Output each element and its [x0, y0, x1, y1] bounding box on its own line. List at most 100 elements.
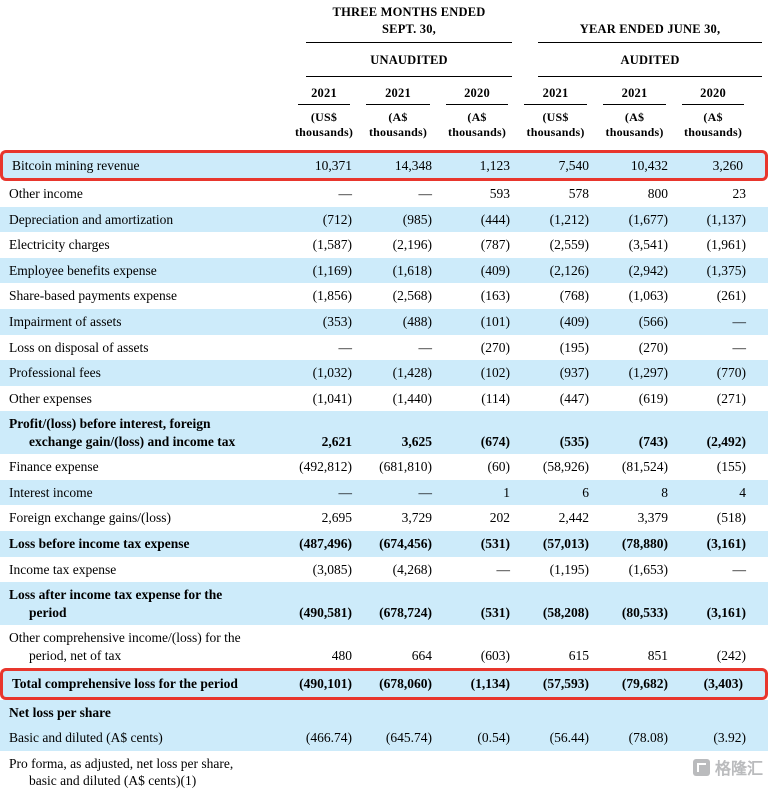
header-spacer [0, 0, 290, 43]
row-label: Profit/(loss) before interest, foreign e… [0, 411, 290, 455]
unit-column-header: (US$ thousands) [294, 109, 354, 139]
cell-value: 8 [595, 479, 675, 506]
cell-value: (3,541) [628, 237, 669, 253]
cell-value [674, 699, 768, 726]
cell-value: (409) [516, 309, 596, 335]
row-label: Bitcoin mining revenue [0, 149, 290, 182]
cell-value: — [418, 339, 433, 355]
unit-column-header: (A$ thousands) [684, 109, 743, 139]
cell-value: 23 [732, 186, 747, 202]
cell-value: — [496, 561, 511, 577]
cell-value: (743) [595, 411, 675, 455]
cell-value: (3,403) [674, 668, 768, 700]
table-row: Profit/(loss) before interest, foreign e… [0, 411, 768, 455]
row-label: Interest income [0, 479, 290, 506]
cell-value: (1,856) [312, 288, 352, 304]
row-label: Employee benefits expense [0, 257, 290, 284]
cell-value: (531) [438, 530, 517, 557]
cell-value: 3,379 [637, 510, 669, 526]
cell-value: (1,137) [674, 206, 768, 233]
cell-value: (155) [716, 459, 747, 475]
cell-value: (619) [638, 390, 669, 406]
cell-value: (1,297) [595, 360, 675, 386]
row-label-text: Electricity charges [9, 237, 110, 253]
cell-value: — [358, 479, 438, 506]
cell-value: (645.74) [358, 725, 438, 751]
cell-value: (678,060) [358, 668, 438, 700]
row-label-text: Interest income [9, 484, 93, 500]
row-label: Professional fees [0, 360, 290, 386]
period-group-year-ended: YEAR ENDED JUNE 30, [516, 0, 768, 43]
cell-value: — [338, 339, 353, 355]
cell-value: (770) [674, 360, 768, 386]
row-label-text: Loss on disposal of assets [9, 339, 149, 355]
year-column-header: 2021 [516, 77, 595, 105]
cell-value: (3,161) [674, 530, 768, 557]
cell-value: (3,161) [674, 582, 768, 626]
cell-value: (57,013) [516, 530, 596, 557]
cell-value: — [290, 479, 358, 506]
cell-value: (447) [559, 390, 590, 406]
unaudited-label: UNAUDITED [370, 52, 448, 67]
cell-value: (261) [716, 288, 747, 304]
unit-column-header: (A$ thousands) [368, 109, 428, 139]
cell-value: 3,260 [674, 149, 768, 182]
cell-value: (409) [438, 257, 517, 284]
row-label: Loss on disposal of assets [0, 335, 290, 361]
cell-value [438, 751, 516, 794]
cell-value: 851 [647, 647, 669, 663]
cell-value: (78.08) [595, 725, 675, 751]
cell-value: (4,268) [392, 561, 432, 577]
cell-value: (270) [480, 339, 511, 355]
row-label-text: Total comprehensive loss for the period [12, 676, 238, 692]
cell-value: (487,496) [290, 530, 358, 557]
cell-value: (2,559) [549, 237, 590, 253]
cell-value: (490,101) [290, 668, 358, 700]
row-label-text: Other income [9, 186, 83, 202]
cell-value: (518) [716, 510, 747, 526]
row-label: Pro forma, as adjusted, net loss per sha… [0, 751, 290, 794]
cell-value: (114) [481, 390, 511, 406]
cell-value: (787) [480, 237, 511, 253]
cell-value: (2,568) [392, 288, 432, 304]
cell-value: (1,134) [438, 668, 517, 700]
cell-value: (1,587) [312, 237, 352, 253]
row-label-text: Pro forma, as adjusted, net loss per sha… [9, 755, 234, 789]
unit-header-row: (US$ thousands) (A$ thousands) (A$ thous… [0, 105, 768, 150]
row-label-text: Loss after income tax expense for the pe… [9, 587, 223, 620]
cell-value: (490,581) [290, 582, 358, 626]
cell-value: (1,428) [358, 360, 438, 386]
table-header: THREE MONTHS ENDED SEPT. 30, YEAR ENDED … [0, 0, 768, 150]
cell-value: (80,533) [595, 582, 675, 626]
cell-value: (444) [438, 206, 517, 233]
period-group-row: THREE MONTHS ENDED SEPT. 30, YEAR ENDED … [0, 0, 768, 43]
table-row: Income tax expense (3,085) (4,268) — (1,195)… [0, 557, 768, 583]
cell-value [595, 699, 675, 726]
cell-value: (566) [595, 309, 675, 335]
cell-value: 6 [516, 479, 596, 506]
cell-value: (79,682) [595, 668, 675, 700]
table-row: Finance expense (492,812) (681,810) (60) (58… [0, 454, 768, 480]
row-label: Impairment of assets [0, 309, 290, 335]
cell-value: (60) [487, 459, 511, 475]
unit-column-header: (A$ thousands) [605, 109, 664, 139]
year-column-header: 2020 [674, 77, 768, 105]
cell-value: (674) [438, 411, 517, 455]
row-label: Electricity charges [0, 232, 290, 258]
row-label: Loss after income tax expense for the pe… [0, 582, 290, 626]
cell-value: (937) [516, 360, 596, 386]
cell-value: 3,625 [358, 411, 438, 455]
cell-value: (58,926) [542, 459, 590, 475]
cell-value [358, 699, 438, 726]
cell-value: (271) [716, 390, 747, 406]
cell-value: (603) [480, 647, 511, 663]
row-label: Loss before income tax expense [0, 530, 290, 557]
cell-value: (678,724) [358, 582, 438, 626]
cell-value: — [732, 339, 747, 355]
row-label-text: Loss before income tax expense [9, 535, 190, 551]
row-label: Other comprehensive income/(loss) for th… [0, 625, 290, 668]
cell-value: (242) [716, 647, 747, 663]
row-label-text: Impairment of assets [9, 314, 122, 330]
cell-value: (488) [358, 309, 438, 335]
row-label: Net loss per share [0, 699, 290, 726]
